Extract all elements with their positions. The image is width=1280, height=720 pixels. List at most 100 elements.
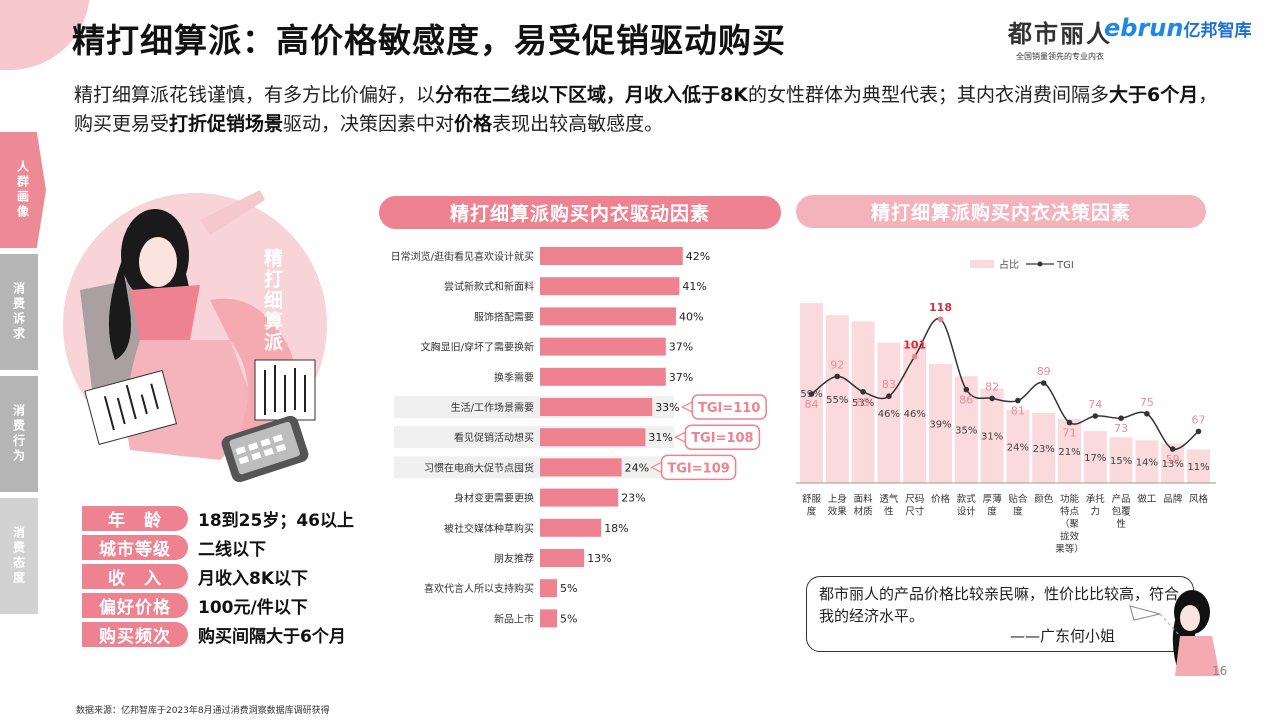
decision-bar-label: 17% [1084, 453, 1106, 464]
tgi-point-label: 101 [903, 339, 926, 352]
decision-bar-label: 13% [1162, 459, 1184, 470]
tgi-point-label: 83 [882, 378, 896, 391]
attr-row-frequency: 购买频次 购买间隔大于6个月 [82, 620, 354, 649]
decision-chart: 占比TGI59%55%53%46%46%39%35%31%24%23%21%17… [796, 258, 1216, 555]
driver-value-label: 5% [560, 582, 577, 595]
page-number: 16 [1212, 664, 1228, 678]
tgi-point-label: 85 [856, 396, 870, 409]
driver-bar [540, 247, 683, 265]
decision-bar [980, 388, 1004, 483]
decision-bar-label: 14% [1136, 458, 1158, 469]
decision-bar [1109, 437, 1133, 483]
decision-category-label: 面料 [854, 493, 874, 505]
girl-illustration [1129, 590, 1220, 676]
driver-category-label: 换季需要 [494, 371, 534, 384]
decision-category-label: 度 [987, 506, 997, 518]
decision-bar [929, 364, 952, 483]
decision-bar-label: 21% [1058, 447, 1080, 458]
decision-category-label: 产品 [1112, 493, 1131, 505]
driver-category-label: 日常浏览/逛街看见喜欢设计就买 [391, 250, 534, 263]
attr-row-age: 年 龄 18到25岁；46以上 [82, 504, 354, 533]
driver-bar [540, 488, 619, 507]
page-title: 精打细算派：高价格敏感度，易受促销驱动购买 [72, 21, 786, 60]
decision-bar [1187, 449, 1210, 483]
attr-val-price: 100元/件以下 [198, 598, 308, 618]
driver-category-label: 尝试新款式和新面料 [444, 280, 534, 293]
decision-bar [1058, 418, 1081, 483]
driver-bar [540, 518, 602, 537]
attr-key-price: 偏好价格 [82, 593, 188, 618]
tgi-point [1144, 411, 1150, 417]
driver-value-label: 31% [648, 431, 672, 444]
decision-bar-label: 39% [929, 420, 951, 431]
tgi-point-label: 89 [1037, 365, 1051, 378]
driver-bar [540, 458, 622, 477]
tgi-line [811, 317, 1199, 450]
intro-text-5: 表现出较高敏感度。 [492, 113, 664, 135]
attr-row-price: 偏好价格 100元/件以下 [82, 591, 354, 620]
tgi-point [989, 395, 995, 402]
attr-val-city: 二线以下 [198, 540, 266, 560]
decision-bar [903, 342, 927, 483]
decision-category-label: 尺码 [905, 494, 924, 505]
intro-bold-3: 打折促销场景 [169, 113, 284, 135]
decision-category-label: 效果 [828, 506, 848, 518]
decision-bar-label: 23% [1033, 444, 1055, 455]
quote-text: 都市丽人的产品价格比较亲民嘛，性价比比较高，符合我的经济水平。 [819, 585, 1180, 625]
decision-category-label: 功能 [1060, 493, 1080, 505]
tgi-point [1015, 397, 1021, 404]
decision-category-label: 贴合 [1008, 493, 1028, 505]
driver-value-label: 5% [560, 612, 577, 625]
driver-bar [540, 367, 666, 386]
attr-val-age: 18到25岁；46以上 [198, 511, 354, 531]
driver-category-label: 朋友推荐 [494, 552, 534, 565]
intro-text-2: 的女性群体为典型代表；其内衣消费间隔多 [747, 84, 1109, 106]
driver-bar [540, 398, 653, 416]
driver-value-label: 24% [625, 461, 649, 474]
ebrun-logo-cn: 亿邦智库 [1183, 21, 1252, 41]
tgi-point [808, 391, 815, 397]
decision-bar [1083, 431, 1107, 483]
side-tab-persona[interactable]: 人群画像 [0, 132, 46, 248]
driver-category-label: 服饰搭配需要 [474, 310, 534, 323]
attr-val-income: 月收入8K以下 [198, 569, 309, 589]
attr-row-income: 收 入 月收入8K以下 [82, 562, 354, 591]
tgi-callout-text: TGI=110 [698, 401, 760, 416]
decision-category-label: 厚薄 [983, 493, 1003, 505]
decision-category-label: 性 [884, 506, 894, 518]
driver-category-label: 生活/工作场景需要 [451, 401, 534, 414]
decision-bar [825, 315, 849, 483]
driver-category-label: 习惯在电商大促节点囤货 [424, 461, 534, 474]
decision-bar [851, 321, 875, 483]
tgi-point [1040, 380, 1047, 386]
decision-category-label: 度 [1013, 506, 1023, 518]
tgi-callout [684, 424, 761, 450]
tgi-callout-pointer [674, 431, 686, 444]
tgi-point-label: 118 [929, 301, 952, 314]
decision-category-label: 拢效 [1060, 531, 1080, 543]
driver-value-label: 40% [679, 310, 703, 323]
driver-value-label: 37% [669, 371, 693, 384]
driver-value-label: 37% [669, 341, 693, 354]
tgi-point [963, 386, 970, 393]
driver-chart: 日常浏览/逛街看见喜欢设计就买 42% 尝试新款式和新面料 41% 服饰搭配需要 40% 文… [391, 247, 767, 628]
decision-category-label: 上身 [828, 493, 847, 505]
driver-category-label: 新品上市 [494, 612, 534, 625]
attr-row-city: 城市等级 二线以下 [82, 533, 354, 562]
decision-bar-label: 55% [826, 395, 848, 406]
decision-bar-label: 46% [904, 409, 926, 420]
driver-category-label: 被社交媒体种草购买 [444, 522, 534, 535]
tgi-point [1066, 419, 1073, 426]
intro-bold-2: 大于6个月 [1108, 84, 1199, 106]
decision-category-label: 品牌 [1163, 493, 1183, 505]
driver-bar [540, 609, 557, 628]
side-tab-attitude[interactable]: 消费态度 [0, 498, 38, 614]
side-tab-demand[interactable]: 消费诉求 [0, 254, 38, 370]
side-tab-behavior[interactable]: 消费行为 [0, 376, 38, 492]
decision-bar-label: 53% [852, 398, 874, 409]
driver-value-label: 42% [686, 250, 710, 263]
legend-bar-label: 占比 [999, 258, 1019, 271]
decision-category-label: 度 [807, 506, 817, 518]
footnote: 数据来源：亿邦智库于2023年8月通过消费洞察数据库调研获得 [76, 706, 330, 716]
tgi-point [937, 316, 944, 322]
